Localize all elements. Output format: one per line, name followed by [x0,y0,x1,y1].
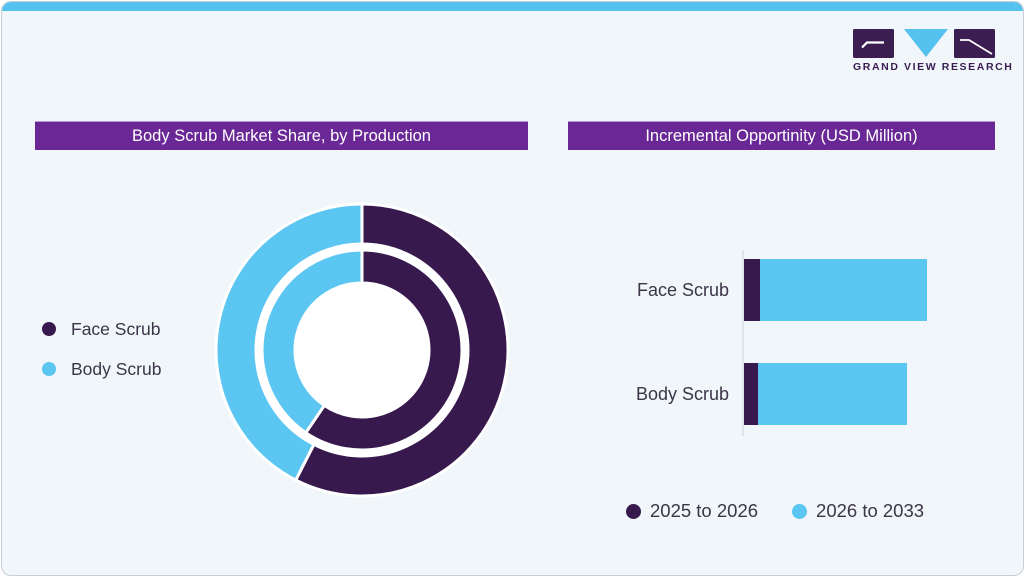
legend-item-face-scrub: Face Scrub [42,316,161,342]
bar-segment-face-2026-2033 [760,259,927,321]
bar-body-scrub [744,363,907,425]
legend-item-body-scrub: Body Scrub [42,356,161,382]
logo-r-glyph [960,39,993,55]
donut-chart [214,202,510,498]
logo-v-triangle [904,29,948,57]
gvr-logo-mark [853,29,995,58]
bar-category-label-face-scrub: Face Scrub [636,279,729,300]
legend-item-2025-2026: 2025 to 2026 [626,498,758,524]
top-accent-strip [2,2,1023,11]
logo-wordmark: GRAND VIEW RESEARCH [853,61,1014,73]
legend-label-face-scrub: Face Scrub [71,318,161,339]
logo-g-glyph [861,41,884,49]
legend-label-2025-2026: 2025 to 2026 [650,500,759,521]
bar-category-label-body-scrub: Body Scrub [635,383,729,404]
series-2025-2026-swatch [626,503,641,519]
right-chart-title-banner: Incremental Opportinity (USD Million) [568,121,995,150]
face-scrub-swatch [42,322,56,336]
left-chart-title-banner: Body Scrub Market Share, by Production [35,121,528,150]
legend-label-body-scrub: Body Scrub [71,358,162,379]
legend-label-2026-2033: 2026 to 2033 [816,500,925,521]
y-axis-line [742,250,744,436]
gvr-logo: GRAND VIEW RESEARCH [853,29,1014,73]
bar-face-scrub [744,259,927,321]
series-2026-2033-swatch [792,503,808,519]
donut-legend: Face Scrub Body Scrub [42,316,161,396]
legend-item-2026-2033: 2026 to 2033 [792,498,924,524]
bar-segment-face-2025-2026 [744,259,760,321]
body-scrub-swatch [42,362,56,376]
bar-legend: 2025 to 2026 2026 to 2033 [626,498,924,524]
bar-segment-body-2026-2033 [758,363,907,425]
bar-segment-body-2025-2026 [744,363,758,425]
